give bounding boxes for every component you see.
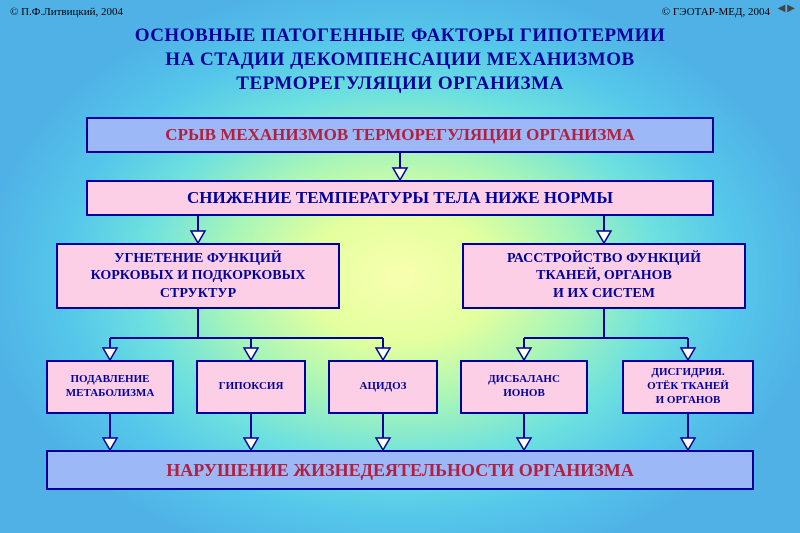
box-b10: НАРУШЕНИЕ ЖИЗНЕДЕЯТЕЛЬНОСТИ ОРГАНИЗМА [46,450,754,490]
box-b7: АЦИДОЗ [328,360,438,414]
box-b2: СНИЖЕНИЕ ТЕМПЕРАТУРЫ ТЕЛА НИЖЕ НОРМЫ [86,180,714,216]
title-line-3: ТЕРМОРЕГУЛЯЦИИ ОРГАНИЗМА [0,72,800,96]
box-b1: СРЫВ МЕХАНИЗМОВ ТЕРМОРЕГУЛЯЦИИ ОРГАНИЗМА [86,117,714,153]
box-text-line: СТРУКТУР [160,285,236,303]
box-text-line: ПОДАВЛЕНИЕ [71,373,150,387]
box-b9: ДИСГИДРИЯ.ОТЁК ТКАНЕЙИ ОРГАНОВ [622,360,754,414]
box-text-line: РАССТРОЙСТВО ФУНКЦИЙ [507,250,701,268]
box-text-line: СРЫВ МЕХАНИЗМОВ ТЕРМОРЕГУЛЯЦИИ ОРГАНИЗМА [165,124,634,145]
box-b8: ДИСБАЛАНСИОНОВ [460,360,588,414]
box-text-line: И ИХ СИСТЕМ [553,285,655,303]
box-text-line: ОТЁК ТКАНЕЙ [647,380,729,394]
box-text-line: ТКАНЕЙ, ОРГАНОВ [536,267,672,285]
box-text-line: АЦИДОЗ [360,380,407,394]
box-b6: ГИПОКСИЯ [196,360,306,414]
box-text-line: МЕТАБОЛИЗМА [66,387,155,401]
box-b5: ПОДАВЛЕНИЕМЕТАБОЛИЗМА [46,360,174,414]
box-text-line: НАРУШЕНИЕ ЖИЗНЕДЕЯТЕЛЬНОСТИ ОРГАНИЗМА [166,459,634,482]
slide-title: ОСНОВНЫЕ ПАТОГЕННЫЕ ФАКТОРЫ ГИПОТЕРМИИ Н… [0,24,800,95]
box-text-line: СНИЖЕНИЕ ТЕМПЕРАТУРЫ ТЕЛА НИЖЕ НОРМЫ [187,187,613,208]
credit-right: © ГЭОТАР-МЕД, 2004 [662,6,770,18]
title-line-2: НА СТАДИИ ДЕКОМПЕНСАЦИИ МЕХАНИЗМОВ [0,48,800,72]
credit-left: © П.Ф.Литвицкий, 2004 [10,6,123,18]
box-text-line: ИОНОВ [503,387,545,401]
box-b4: РАССТРОЙСТВО ФУНКЦИЙТКАНЕЙ, ОРГАНОВИ ИХ … [462,243,746,309]
box-text-line: ДИСБАЛАНС [488,373,560,387]
box-text-line: УГНЕТЕНИЕ ФУНКЦИЙ [114,250,282,268]
nav-prev-icon: ◀ [777,4,787,14]
box-text-line: ДИСГИДРИЯ. [651,366,724,380]
box-b3: УГНЕТЕНИЕ ФУНКЦИЙКОРКОВЫХ И ПОДКОРКОВЫХС… [56,243,340,309]
box-text-line: И ОРГАНОВ [656,394,721,408]
box-text-line: КОРКОВЫХ И ПОДКОРКОВЫХ [91,267,306,285]
box-text-line: ГИПОКСИЯ [219,380,284,394]
nav-next-icon: ▶ [786,4,796,14]
nav-arrows: ◀ ▶ [777,4,796,14]
title-line-1: ОСНОВНЫЕ ПАТОГЕННЫЕ ФАКТОРЫ ГИПОТЕРМИИ [0,24,800,48]
